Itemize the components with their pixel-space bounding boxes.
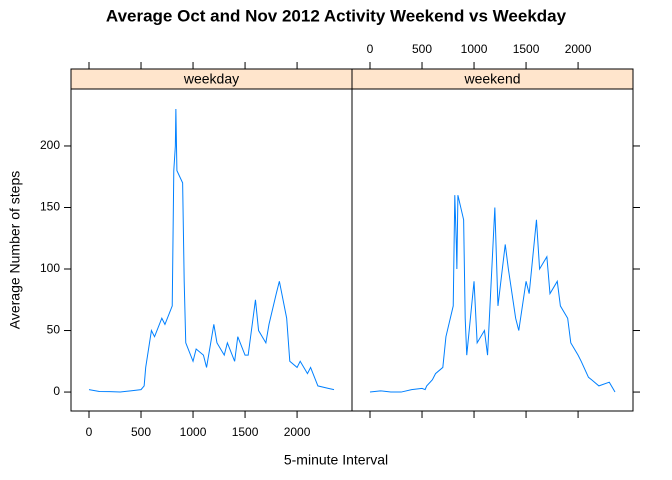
x-tick-label: 1000 — [461, 42, 488, 56]
data-line — [369, 195, 616, 393]
x-tick-label: 1000 — [180, 425, 207, 439]
y-tick-label: 200 — [40, 138, 60, 152]
x-tick-label: 0 — [367, 42, 374, 56]
y-tick-label: 50 — [47, 323, 61, 337]
panel-border — [351, 88, 634, 412]
y-tick-label: 150 — [40, 200, 60, 214]
y-axis-label: Average Number of steps — [7, 171, 23, 330]
x-tick-label: 500 — [131, 425, 151, 439]
x-tick-label: 500 — [412, 42, 432, 56]
strip-label: weekend — [463, 71, 520, 87]
y-tick-label: 0 — [53, 384, 60, 398]
x-tick-label: 0 — [86, 425, 93, 439]
x-tick-label: 1500 — [232, 425, 259, 439]
chart-title: Average Oct and Nov 2012 Activity Weeken… — [106, 6, 567, 25]
panel-border — [70, 88, 353, 412]
x-tick-label: 1500 — [513, 42, 540, 56]
x-axis-label: 5-minute Interval — [284, 452, 388, 468]
data-line — [88, 109, 335, 393]
x-tick-label: 2000 — [284, 425, 311, 439]
strip-label: weekday — [183, 71, 239, 87]
x-tick-label: 2000 — [565, 42, 592, 56]
y-tick-label: 100 — [40, 261, 60, 275]
